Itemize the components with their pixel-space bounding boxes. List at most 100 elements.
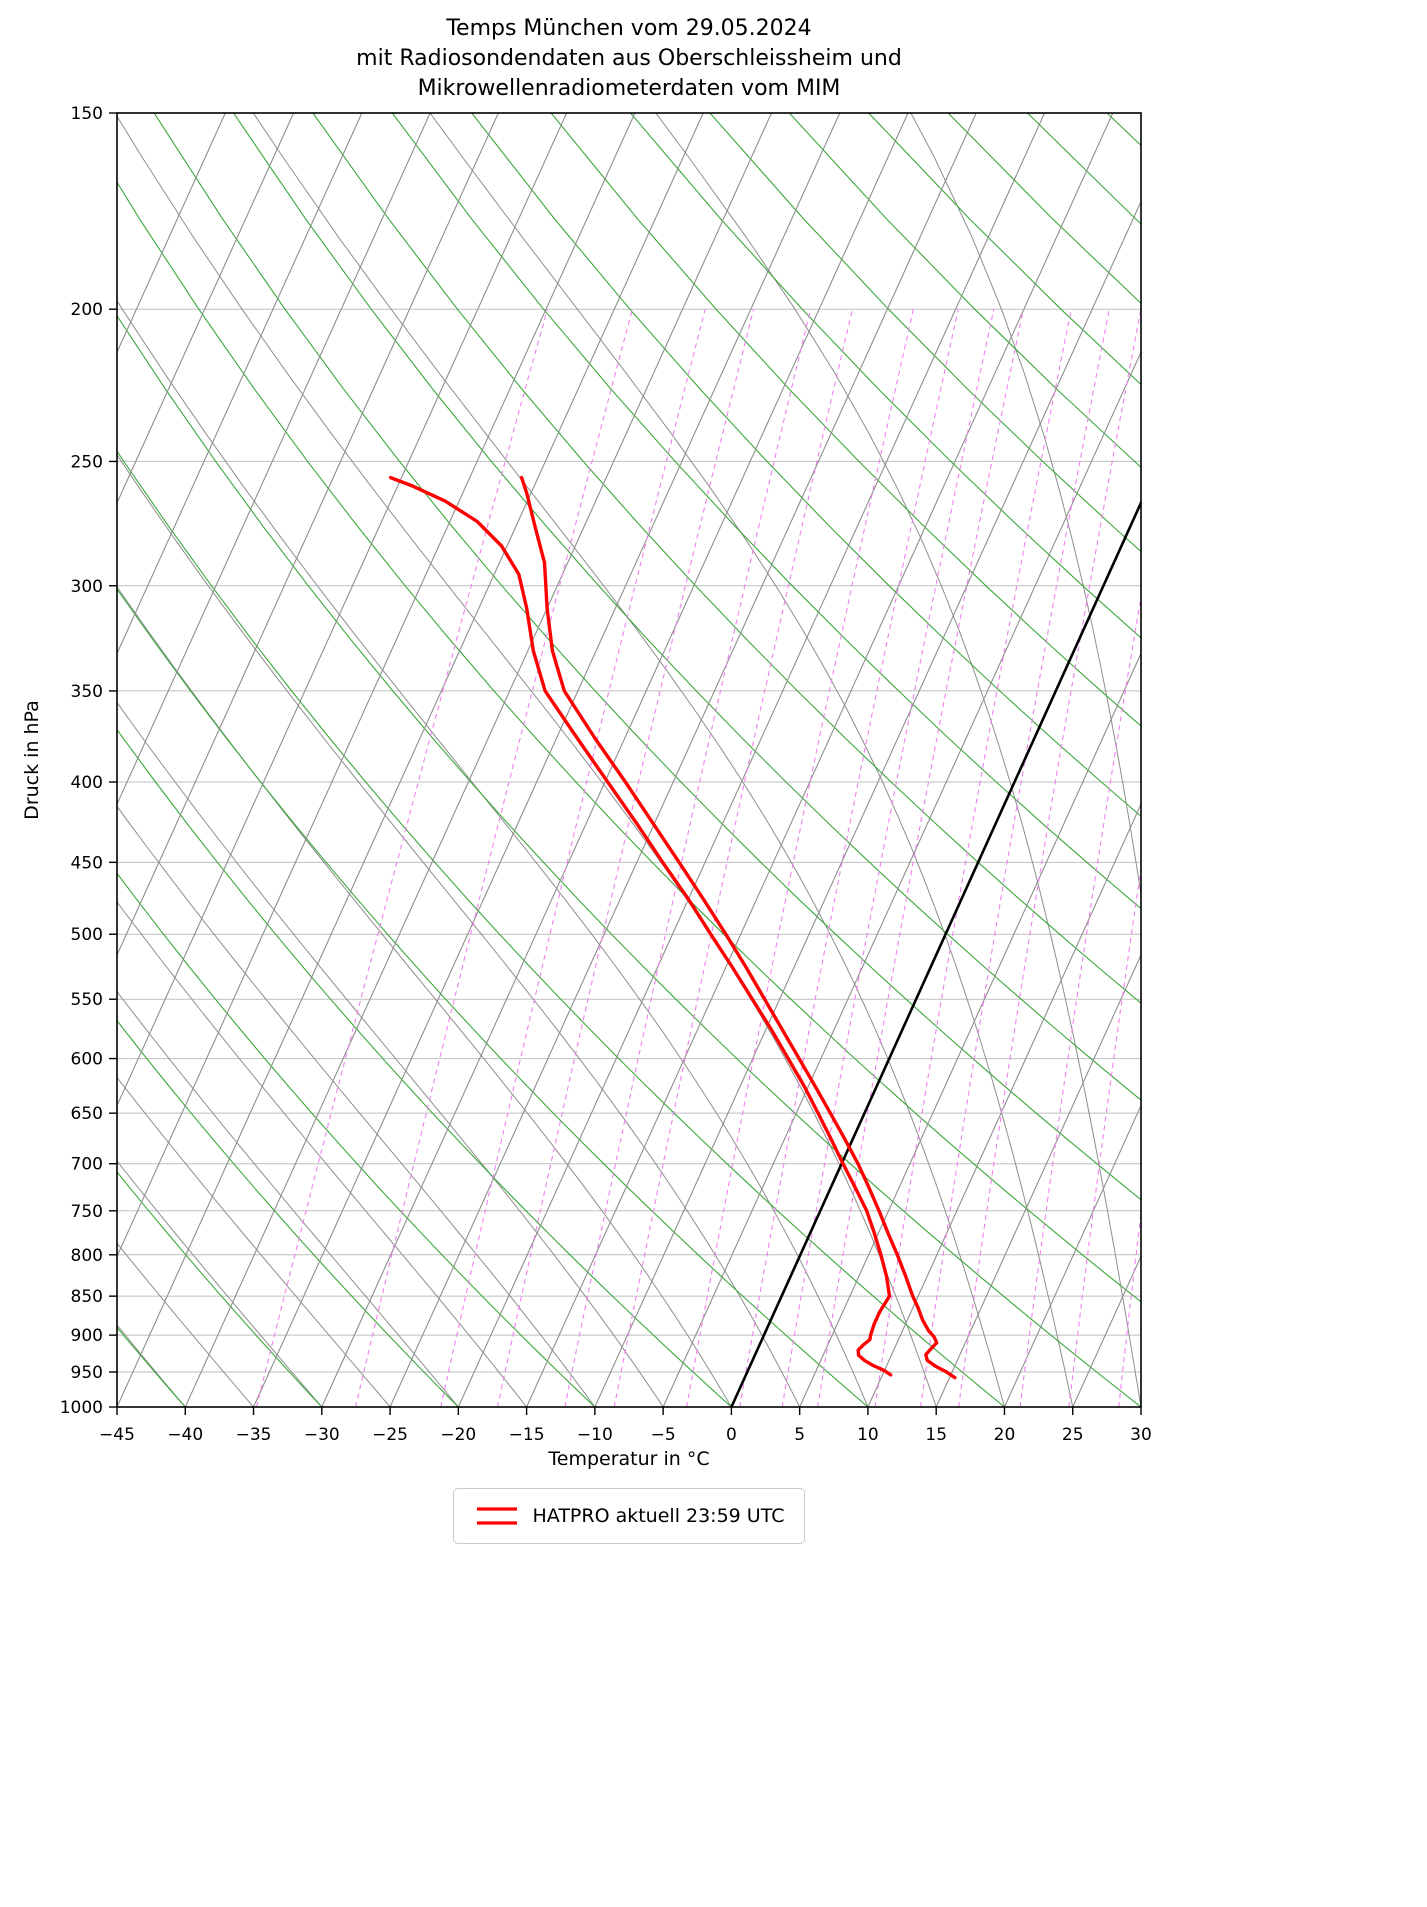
isotherm-line	[1140, 1405, 1141, 1407]
isotherm-line	[117, 113, 431, 806]
isotherm-line	[117, 113, 363, 655]
x-axis-ticks	[116, 1407, 1142, 1415]
plot-border	[116, 112, 1142, 1408]
mixing-ratio-line	[1019, 594, 1141, 1407]
moist-adiabat-line	[117, 805, 596, 1407]
mixing-ratio-line	[958, 309, 1141, 1407]
dry-adiabat-line	[117, 1171, 323, 1407]
isotherm-line	[117, 113, 295, 505]
isotherm-line	[117, 113, 636, 1258]
y-tick-label: 250	[71, 452, 103, 472]
dry-adiabat-line	[117, 588, 869, 1407]
isotherm-line	[117, 113, 226, 354]
y-tick-label: 1000	[60, 1398, 103, 1418]
mixing-ratio-line	[685, 309, 914, 1407]
y-tick-label: 900	[71, 1326, 103, 1346]
isotherm-line	[457, 113, 1046, 1407]
dry-adiabat-line	[117, 181, 1141, 1303]
isotherm-line	[117, 113, 704, 1407]
isotherm-line	[799, 652, 1141, 1407]
isotherm-line	[117, 113, 568, 1107]
moist-adiabat-line	[655, 113, 1141, 1407]
dry-adiabat-gridlines	[0, 113, 1427, 1407]
profile-dewpoint	[388, 475, 893, 1377]
zero-isotherm-line	[730, 499, 1141, 1407]
x-tick-label: 5	[794, 1425, 805, 1445]
y-tick-label: 850	[71, 1287, 103, 1307]
legend-label: HATPRO aktuell 23:59 UTC	[532, 1505, 785, 1527]
x-tick-label: −5	[651, 1425, 676, 1445]
y-tick-label: 350	[71, 682, 103, 702]
moist-adiabat-line	[252, 113, 1005, 1407]
dry-adiabat-line	[117, 314, 1141, 1407]
y-tick-label: 450	[71, 853, 103, 873]
moist-adiabat-line	[117, 701, 664, 1407]
isotherm-line	[526, 113, 1114, 1407]
y-tick-label: 550	[71, 990, 103, 1010]
mixing-ratio-line	[739, 309, 959, 1407]
x-tick-label: 0	[726, 1425, 737, 1445]
isotherm-line	[867, 802, 1141, 1407]
dry-adiabat-line	[233, 113, 1141, 1101]
y-tick-label: 150	[71, 104, 103, 124]
mixing-ratio-line	[817, 309, 1024, 1407]
mixing-ratio-line	[564, 309, 812, 1407]
x-tick-label: 10	[857, 1425, 879, 1445]
dry-adiabat-line	[391, 113, 1141, 910]
title-line-2: mit Radiosondendaten aus Oberschleisshei…	[356, 46, 902, 71]
legend-line-icon	[476, 1507, 517, 1525]
y-tick-label: 650	[71, 1104, 103, 1124]
mixing-ratio-line	[874, 309, 1072, 1407]
isotherm-line	[662, 350, 1141, 1407]
y-axis-tick-labels: 150 200 250 300 350 400 450 500 550 600 650 700 750 8…	[60, 104, 103, 1418]
dry-adiabat-line	[1186, 113, 1427, 1407]
zero-isotherm	[730, 499, 1141, 1407]
y-tick-label: 950	[71, 1363, 103, 1383]
dry-adiabat-line	[117, 872, 596, 1407]
isotherm-line	[117, 113, 499, 957]
y-axis-ticks	[109, 112, 117, 1408]
x-tick-label: −25	[372, 1425, 408, 1445]
y-tick-label: 500	[71, 925, 103, 945]
dry-adiabat-line	[0, 113, 49, 1407]
legend: HATPRO aktuell 23:59 UTC	[452, 1488, 806, 1544]
isotherm-line	[935, 953, 1141, 1407]
x-axis-tick-labels: −45 −40 −35 −30 −25 −20 −15 −10 −5 0 5 10 15 20 25 30	[99, 1425, 1152, 1445]
dry-adiabat-line	[550, 113, 1141, 727]
legend-container: HATPRO aktuell 23:59 UTC	[0, 1488, 1258, 1544]
isobar-gridlines	[117, 308, 1141, 1373]
moist-adiabat-line	[117, 586, 732, 1407]
x-axis-label: Temperatur in °C	[548, 1448, 710, 1470]
isotherm-line	[389, 113, 977, 1407]
dry-adiabat-line	[153, 113, 1141, 1201]
dry-adiabat-line	[117, 728, 732, 1407]
moist-adiabat-line	[117, 453, 801, 1407]
moist-adiabat-line	[910, 113, 1141, 898]
x-tick-label: 25	[1062, 1425, 1084, 1445]
moist-adiabat-line	[117, 299, 869, 1407]
x-tick-label: −15	[509, 1425, 545, 1445]
dry-adiabat-line	[1266, 113, 1427, 1407]
moist-adiabat-line	[117, 115, 937, 1407]
isotherm-line	[184, 113, 772, 1407]
dry-adiabat-line	[117, 1019, 459, 1407]
moist-adiabat-line	[117, 1242, 254, 1407]
moist-adiabat-line	[117, 901, 527, 1407]
title-line-1: Temps München vom 29.05.2024	[446, 16, 812, 41]
moist-adiabat-line	[117, 1160, 323, 1407]
dry-adiabat-line	[471, 113, 1141, 818]
isotherm-line	[1003, 1104, 1141, 1407]
mixing-ratio-line	[613, 309, 853, 1407]
x-tick-label: −20	[440, 1425, 476, 1445]
dry-adiabat-line	[1345, 113, 1427, 1407]
dry-adiabat-line	[947, 113, 1141, 305]
moist-adiabat-line	[117, 1076, 391, 1407]
mixing-ratio-gridlines	[255, 309, 1141, 1407]
x-tick-label: −45	[99, 1425, 135, 1445]
mixing-ratio-line	[919, 309, 1110, 1407]
profile-temperature	[519, 475, 957, 1380]
y-tick-label: 800	[71, 1246, 103, 1266]
moist-adiabat-line	[429, 113, 1074, 1407]
